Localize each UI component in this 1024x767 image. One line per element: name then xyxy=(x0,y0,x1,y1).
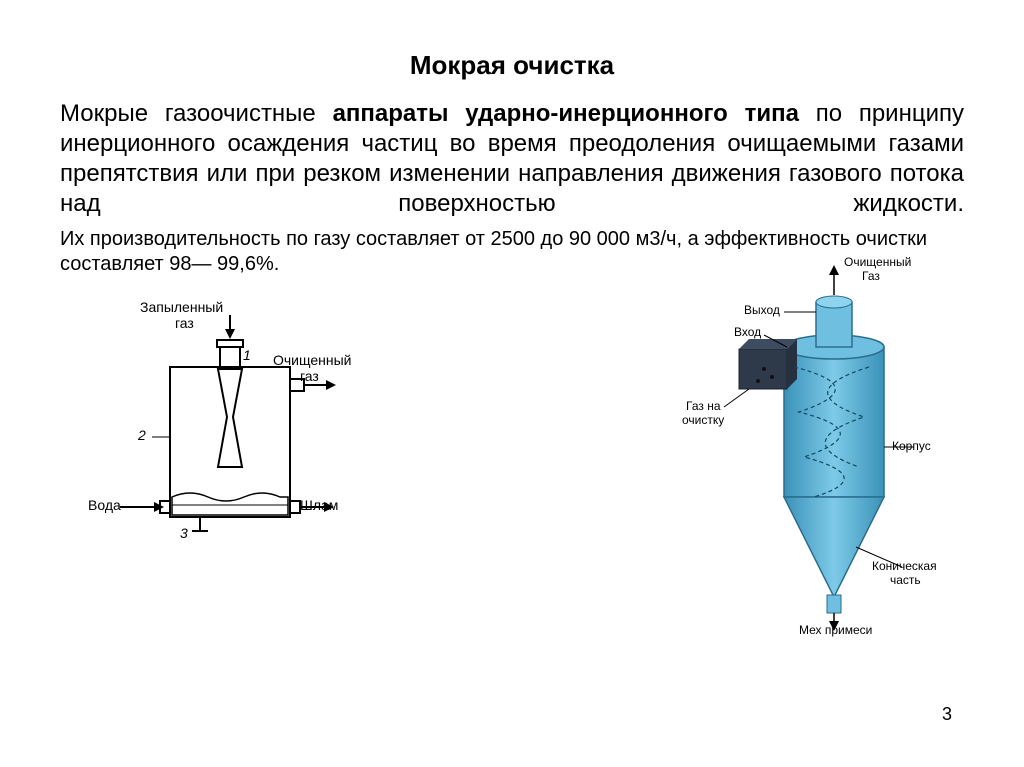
figures-area: Запыленный газ 1 Очищенный газ 2 Вода Шл… xyxy=(60,277,964,637)
label-r-gas-l1: Газ на xyxy=(686,399,721,413)
label-n3: 3 xyxy=(180,525,188,541)
label-r-solids: Мех примеси xyxy=(799,623,872,637)
page-title: Мокрая очистка xyxy=(60,50,964,81)
label-clean-gas-l1: Очищенный xyxy=(273,352,352,368)
illustration-cyclone: Очищенный Газ Выход Вход Газ на очистку … xyxy=(634,257,934,637)
label-sludge: Шлам xyxy=(300,497,338,513)
page-number: 3 xyxy=(942,704,952,725)
label-n2: 2 xyxy=(138,427,146,443)
p1-bold: аппараты ударно-инерционного типа xyxy=(333,100,799,127)
label-dusty-gas-l2: газ xyxy=(175,315,194,331)
label-r-cone-l1: Коническая xyxy=(872,559,937,573)
label-r-clean-l1: Очищенный xyxy=(844,255,911,269)
paragraph-1: Мокрые газоочистные аппараты ударно-инер… xyxy=(60,99,964,219)
schematic-scrubber: Запыленный газ 1 Очищенный газ 2 Вода Шл… xyxy=(100,307,360,567)
label-r-inlet: Вход xyxy=(734,325,761,339)
label-r-cone-l2: часть xyxy=(890,573,921,587)
label-r-gas-l2: очистку xyxy=(682,413,724,427)
label-r-clean-l2: Газ xyxy=(862,269,880,283)
label-clean-gas-l2: газ xyxy=(300,368,319,384)
p1-pre: Мокрые газоочистные xyxy=(60,100,333,127)
label-dusty-gas-l1: Запыленный xyxy=(140,299,223,315)
label-r-outlet: Выход xyxy=(744,303,780,317)
label-r-housing: Корпус xyxy=(892,439,931,453)
label-water: Вода xyxy=(88,497,121,513)
label-n1: 1 xyxy=(243,347,251,363)
